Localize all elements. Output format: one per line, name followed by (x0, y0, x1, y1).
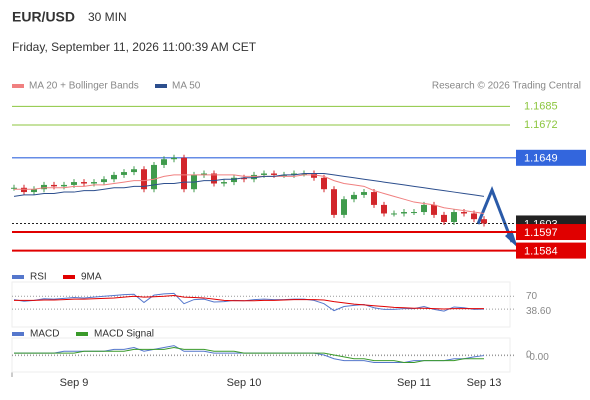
timestamp: Friday, September 11, 2026 11:00:39 AM C… (12, 40, 257, 54)
level-label: 1.1597 (524, 227, 558, 239)
level-label: 1.1685 (524, 100, 558, 112)
level-label: 1.1649 (524, 153, 558, 165)
forecast-arrow (476, 185, 514, 243)
level-box (516, 149, 586, 166)
level-box (516, 242, 586, 259)
candle (321, 177, 327, 190)
candle (151, 164, 157, 190)
candle (251, 174, 257, 180)
copyright: Research © 2026 Trading Central (432, 81, 581, 92)
price-panel (12, 95, 510, 262)
candle (131, 169, 137, 173)
candle (81, 182, 87, 184)
candle (331, 189, 337, 215)
candle (361, 192, 367, 195)
legend-swatch (76, 332, 88, 336)
candle (271, 173, 277, 175)
macd-line (14, 346, 484, 363)
y-tick-label: -0.00 (526, 352, 549, 363)
x-tick-label: Sep 9 (60, 377, 89, 389)
candle (311, 173, 317, 178)
legend-swatch (12, 332, 24, 336)
candle (421, 204, 427, 213)
candle (101, 179, 107, 183)
legend-swatch (12, 84, 24, 88)
legend-swatch (155, 84, 167, 88)
level-label: 1.1672 (524, 119, 558, 131)
candle (291, 173, 297, 175)
candle (221, 182, 227, 184)
candle (21, 187, 27, 193)
symbol: EUR/USD (12, 9, 75, 25)
candle (71, 182, 77, 185)
x-tick-label: Sep 11 (397, 377, 431, 389)
candle (211, 173, 217, 184)
candle (391, 213, 397, 215)
candle (241, 177, 247, 180)
interval: 30 MIN (88, 10, 127, 24)
rsi-line (13, 292, 485, 312)
candle (111, 174, 117, 180)
candle (351, 194, 357, 200)
candle (441, 214, 447, 223)
rsi-line (14, 294, 484, 310)
candle (171, 157, 177, 160)
candle (11, 187, 17, 189)
forecast-arrowhead (505, 230, 518, 248)
candle (41, 184, 47, 190)
macd-line (14, 345, 485, 363)
candle (261, 173, 267, 175)
candle (91, 182, 97, 184)
candle (461, 212, 467, 214)
candle (411, 212, 417, 214)
candle (161, 159, 167, 165)
ma-line (13, 173, 485, 197)
candle (431, 204, 437, 215)
y-tick-label: 38.60 (526, 306, 551, 317)
x-tick-label: Sep 10 (227, 377, 262, 389)
legend-label: 9MA (81, 272, 102, 283)
candle (141, 169, 147, 190)
candle (371, 192, 377, 205)
candle (201, 173, 207, 175)
legend-label: MA 50 (172, 81, 201, 92)
level-box (516, 224, 586, 241)
candle (401, 212, 407, 214)
candle (231, 177, 237, 183)
rsi-panel (11, 281, 511, 328)
candle (181, 157, 187, 190)
candle (61, 184, 67, 187)
legend-label: MACD Signal (94, 329, 154, 340)
legend-label: MACD (30, 329, 59, 340)
y-tick-label: 70 (526, 291, 538, 302)
ma-line (14, 174, 485, 214)
candle (381, 204, 387, 214)
legend-swatch (63, 275, 75, 279)
candle (341, 199, 347, 215)
level-label: 1.1584 (524, 245, 558, 257)
candle (121, 172, 127, 175)
legend-label: RSI (30, 272, 47, 283)
x-tick-label: Sep 13 (467, 377, 502, 389)
y-tick-label: 0 (526, 350, 532, 361)
legend-label: MA 20 + Bollinger Bands (29, 81, 139, 92)
legend-swatch (12, 275, 24, 279)
candle (31, 189, 37, 193)
candle (481, 219, 487, 224)
candle (451, 212, 457, 223)
candle (51, 184, 57, 187)
candle (471, 213, 477, 220)
